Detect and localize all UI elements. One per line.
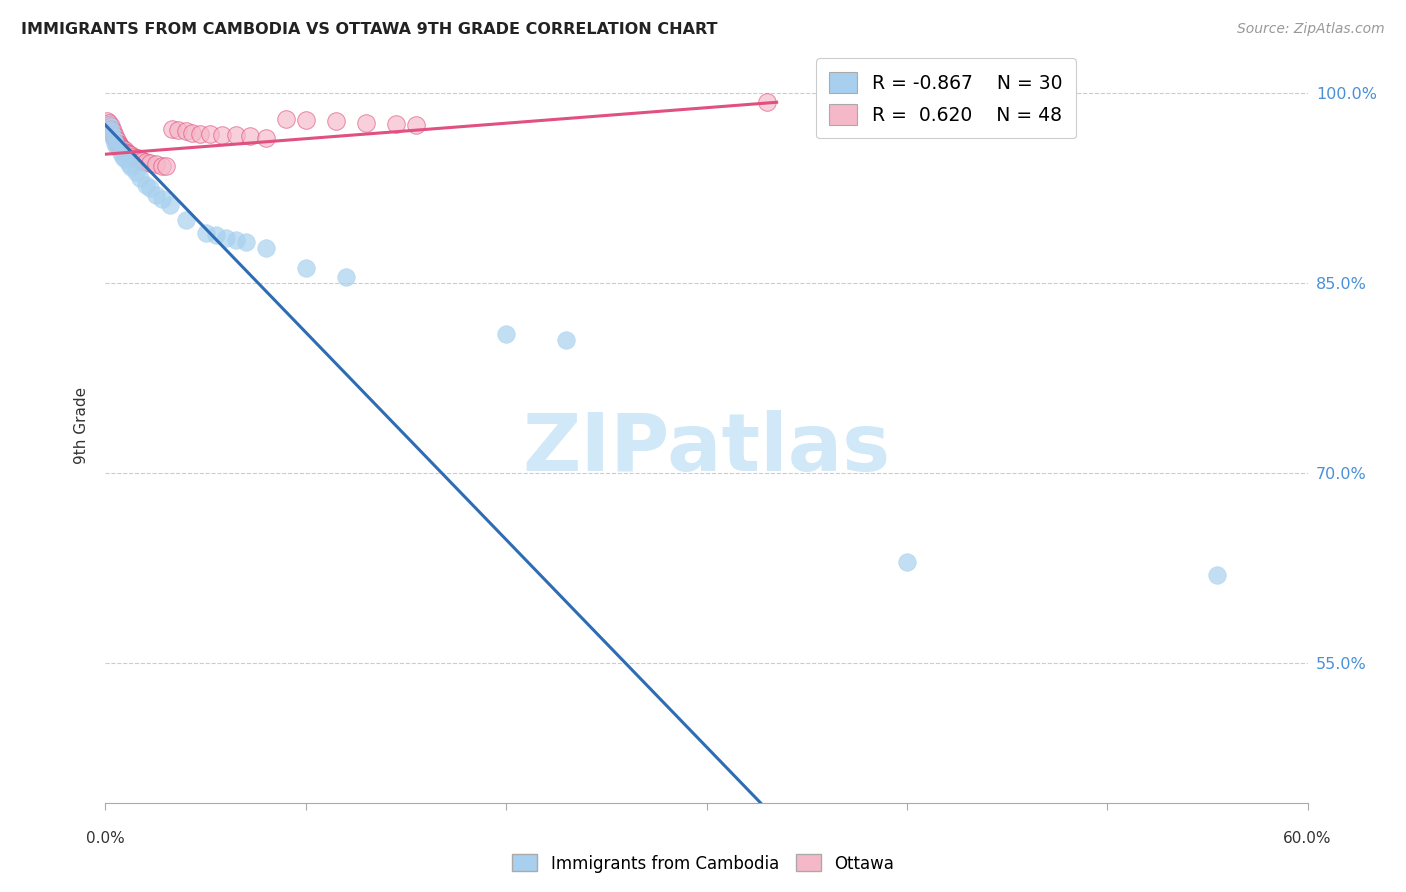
Point xyxy=(121,160,143,174)
Point xyxy=(121,148,143,162)
Point xyxy=(188,127,211,141)
Point xyxy=(103,130,125,145)
Point xyxy=(100,121,122,136)
Point xyxy=(104,132,127,146)
Point xyxy=(127,151,149,165)
Point xyxy=(103,127,125,141)
Point xyxy=(235,235,257,249)
Point xyxy=(896,555,918,569)
Point xyxy=(96,114,118,128)
Point xyxy=(118,157,141,171)
Point xyxy=(107,133,129,147)
Point xyxy=(98,118,121,132)
Text: ZIPatlas: ZIPatlas xyxy=(523,409,890,488)
Point xyxy=(128,171,150,186)
Point xyxy=(214,231,236,245)
Point xyxy=(145,187,167,202)
Point xyxy=(100,120,122,134)
Point xyxy=(198,127,221,141)
Point xyxy=(150,192,173,206)
Point xyxy=(225,233,247,247)
Point xyxy=(108,137,131,152)
Point xyxy=(112,142,135,156)
Point xyxy=(124,151,146,165)
Point xyxy=(335,270,357,285)
Point xyxy=(295,261,318,276)
Point xyxy=(274,112,297,126)
Point xyxy=(204,228,226,243)
Point xyxy=(1206,567,1229,582)
Point xyxy=(103,124,125,138)
Point xyxy=(155,159,177,173)
Y-axis label: 9th Grade: 9th Grade xyxy=(75,387,90,465)
Point xyxy=(117,145,139,160)
Point xyxy=(174,124,197,138)
Point xyxy=(239,129,262,144)
Point xyxy=(138,156,160,170)
Point xyxy=(211,128,233,143)
Point xyxy=(135,178,157,192)
Point xyxy=(104,129,127,144)
Point xyxy=(107,139,129,153)
Text: Source: ZipAtlas.com: Source: ZipAtlas.com xyxy=(1237,22,1385,37)
Point xyxy=(194,226,217,240)
Point xyxy=(114,153,136,167)
Point xyxy=(180,126,202,140)
Point xyxy=(114,145,136,159)
Point xyxy=(114,144,136,158)
Point xyxy=(385,117,408,131)
Text: 60.0%: 60.0% xyxy=(1284,831,1331,847)
Point xyxy=(159,198,181,212)
Point xyxy=(405,118,427,132)
Text: IMMIGRANTS FROM CAMBODIA VS OTTAWA 9TH GRADE CORRELATION CHART: IMMIGRANTS FROM CAMBODIA VS OTTAWA 9TH G… xyxy=(21,22,717,37)
Point xyxy=(325,114,347,128)
Point xyxy=(128,153,150,167)
Point xyxy=(124,165,146,179)
Point xyxy=(138,181,160,195)
Point xyxy=(98,115,121,129)
Point xyxy=(555,334,578,348)
Point xyxy=(110,141,132,155)
Point xyxy=(254,241,277,255)
Point xyxy=(495,327,517,342)
Point xyxy=(145,157,167,171)
Point xyxy=(112,150,135,164)
Point xyxy=(131,153,153,168)
Point xyxy=(254,130,277,145)
Text: 0.0%: 0.0% xyxy=(86,831,125,847)
Point xyxy=(110,145,132,160)
Point xyxy=(104,137,127,152)
Point xyxy=(755,95,778,110)
Point xyxy=(160,121,183,136)
Point xyxy=(122,150,145,164)
Point xyxy=(166,123,188,137)
Point xyxy=(174,213,197,227)
Point xyxy=(354,115,377,129)
Point xyxy=(100,124,122,138)
Point xyxy=(150,159,173,173)
Point xyxy=(295,113,318,128)
Legend: Immigrants from Cambodia, Ottawa: Immigrants from Cambodia, Ottawa xyxy=(506,847,900,880)
Point xyxy=(98,118,121,132)
Point xyxy=(135,154,157,169)
Point xyxy=(110,139,132,153)
Point xyxy=(107,136,129,150)
Point xyxy=(225,128,247,143)
Point xyxy=(118,147,141,161)
Legend: R = -0.867    N = 30, R =  0.620    N = 48: R = -0.867 N = 30, R = 0.620 N = 48 xyxy=(815,59,1076,138)
Point xyxy=(108,138,131,153)
